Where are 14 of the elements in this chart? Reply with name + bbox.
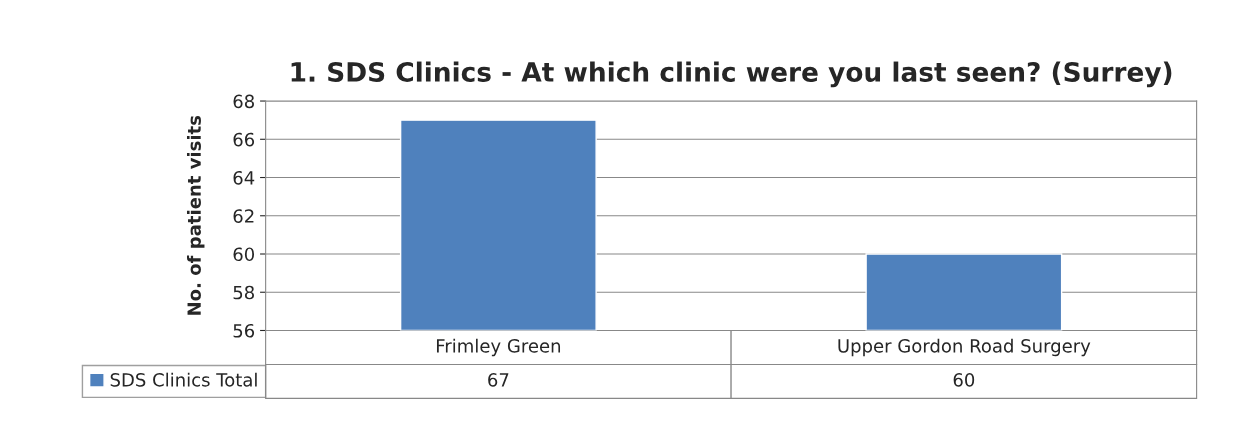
x-tick-label: Frimley Green: [436, 338, 561, 357]
y-tick-label: 62: [233, 209, 254, 223]
y-tick-label: 68: [233, 94, 254, 109]
data-label: 67: [488, 373, 509, 387]
chart-title: 1. SDS Clinics - At which clinic were you last seen? (Surrey): [291, 61, 1172, 88]
y-tick-label: 58: [233, 285, 254, 300]
y-tick-label: 56: [233, 323, 255, 338]
y-tick-label: 60: [233, 247, 255, 262]
x-tick-label: Upper Gordon Road Surgery: [838, 338, 1091, 357]
y-tick-label: 64: [233, 170, 255, 185]
y-tick-label: 66: [233, 132, 255, 147]
legend-label: SDS Clinics Total: [110, 372, 257, 387]
data-label: 60: [953, 373, 975, 387]
y-axis-title: No. of patient visits: [186, 115, 205, 315]
